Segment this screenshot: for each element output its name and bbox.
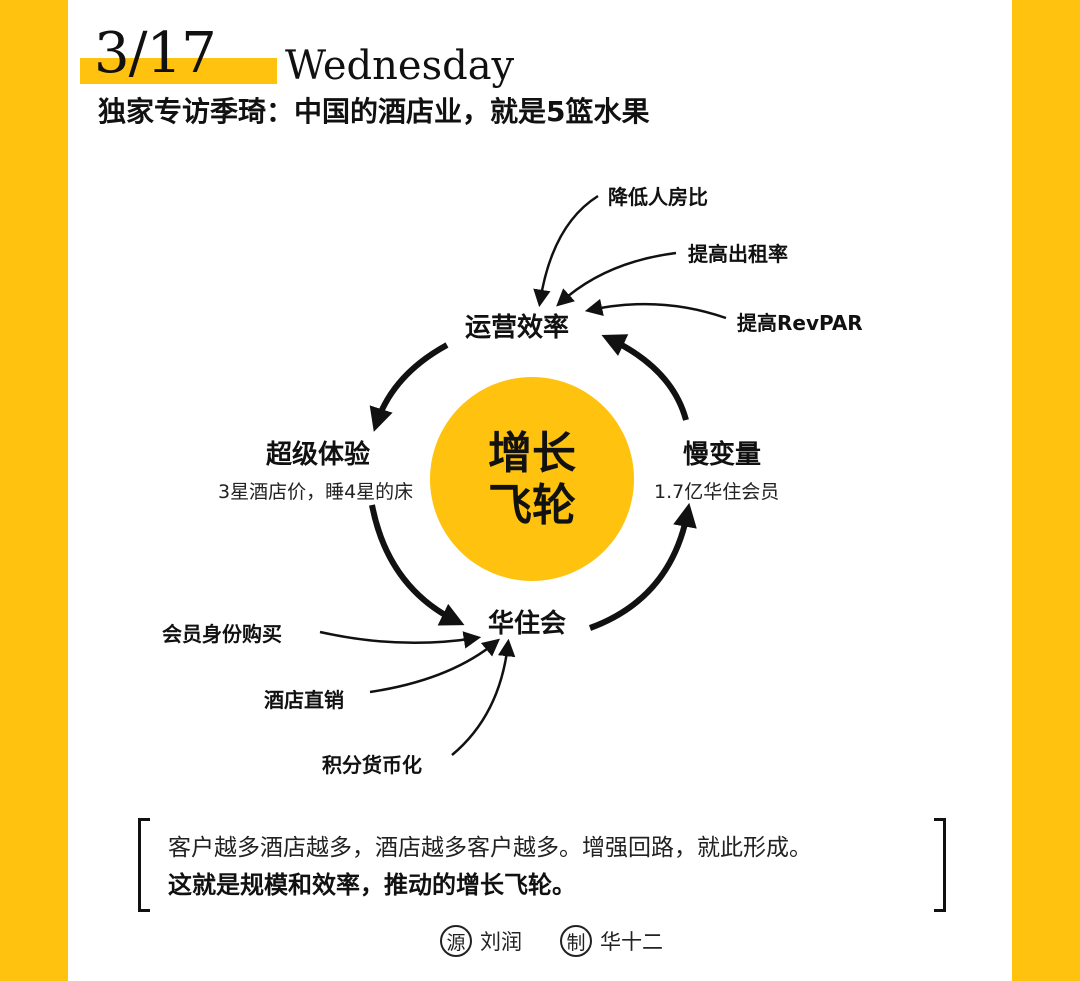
credits: 源 刘润 制 华十二 (440, 922, 663, 960)
date-highlight-bar (80, 58, 277, 84)
input-arrow-4 (319, 630, 482, 649)
left-accent-bar (0, 0, 68, 981)
bracket-right (934, 818, 946, 912)
node-operating-efficiency: 运营效率 (465, 313, 570, 343)
right-accent-bar (1012, 0, 1080, 981)
arrow-experience-to-huazhu (369, 504, 465, 626)
maker-mark: 制 (560, 925, 592, 957)
node-super-experience: 超级体验 (266, 440, 371, 470)
date: 3/17 (94, 21, 217, 86)
node-super-experience-sub: 3星酒店价，睡4星的床 (218, 481, 414, 503)
input-label-4: 会员身份购买 (162, 622, 282, 646)
input-arrow-2 (556, 251, 677, 307)
arrow-efficiency-to-experience (369, 342, 449, 432)
input-arrow-5 (369, 638, 501, 694)
arrow-members-to-efficiency (601, 334, 689, 421)
weekday: Wednesday (285, 43, 515, 89)
input-arrow-1 (533, 194, 599, 308)
center-line-2: 飞轮 (488, 480, 576, 531)
headline: 独家专访季琦：中国的酒店业，就是5篮水果 (98, 95, 650, 128)
input-label-6: 积分货币化 (322, 753, 422, 777)
quote-line-1: 客户越多酒店越多，酒店越多客户越多。增强回路，就此形成。 (168, 835, 812, 861)
arrow-huazhu-to-members (588, 502, 697, 631)
input-arrow-6 (451, 638, 516, 756)
node-slow-variable-sub: 1.7亿华住会员 (654, 481, 780, 503)
input-label-2: 提高出租率 (688, 242, 788, 266)
input-label-3: 提高RevPAR (737, 311, 863, 335)
maker-name: 华十二 (600, 930, 663, 954)
node-huazhu-club: 华住会 (488, 609, 567, 639)
input-arrow-3 (584, 298, 727, 320)
quote-line-2: 这就是规模和效率，推动的增长飞轮。 (168, 871, 576, 899)
source-mark: 源 (440, 925, 472, 957)
input-label-1: 降低人房比 (608, 185, 708, 209)
flywheel-center-label: 增长 飞轮 (474, 428, 590, 532)
center-line-1: 增长 (488, 428, 576, 479)
node-slow-variable: 慢变量 (683, 440, 762, 470)
source-name: 刘润 (480, 930, 522, 954)
input-label-5: 酒店直销 (264, 688, 344, 712)
bracket-left (138, 818, 150, 912)
quote-box: 客户越多酒店越多，酒店越多客户越多。增强回路，就此形成。 这就是规模和效率，推动… (138, 818, 946, 914)
center-circle (430, 377, 634, 581)
